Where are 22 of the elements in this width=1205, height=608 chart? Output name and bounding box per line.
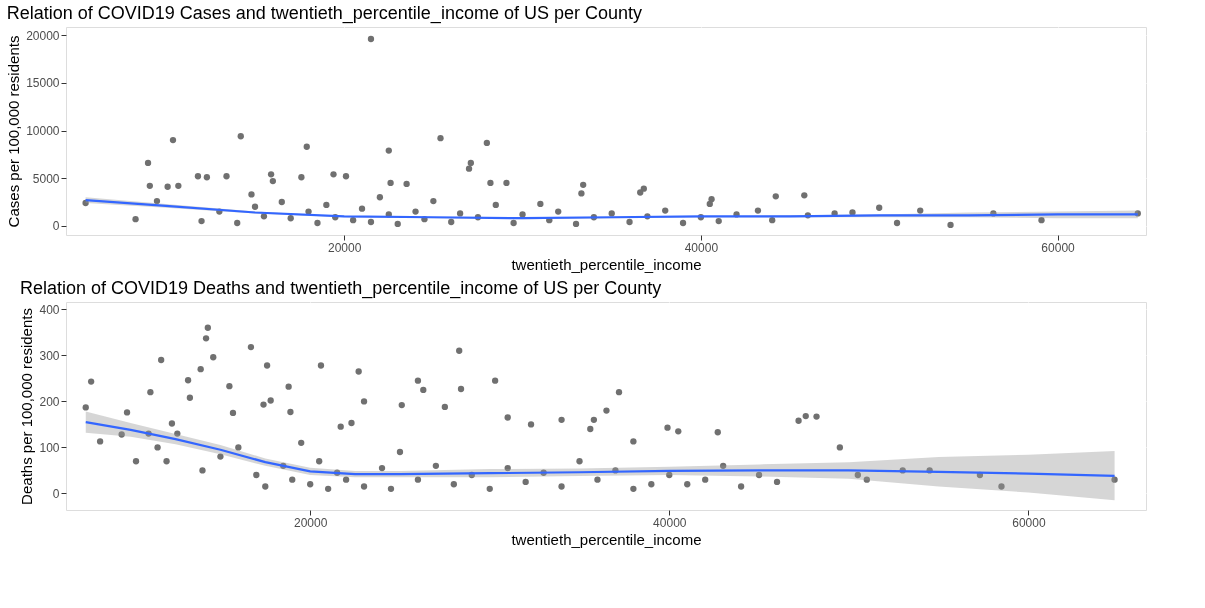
x-tick-label: 60000 xyxy=(1012,515,1046,530)
chart-title: Relation of COVID19 Deaths and twentieth_percentile_income of US per County xyxy=(19,278,662,299)
y-tick-label: 0 xyxy=(52,219,60,234)
y-tick-label: 100 xyxy=(39,440,60,455)
x-axis-title: twentieth_percentile_income xyxy=(511,255,702,273)
chart-title: Relation of COVID19 Cases and twentieth_percentile_income of US per County xyxy=(6,3,642,24)
x-tick-label: 40000 xyxy=(684,240,719,255)
y-tick-label: 5000 xyxy=(32,171,60,186)
y-tick-label: 200 xyxy=(39,394,60,409)
y-tick-label: 0 xyxy=(52,486,60,501)
y-tick-label: 10000 xyxy=(26,124,60,139)
y-tick-label: 15000 xyxy=(26,76,60,91)
y-tick-label: 20000 xyxy=(26,28,60,43)
y-axis-title: Cases per 100,000 residents xyxy=(5,35,23,228)
x-tick-label: 20000 xyxy=(294,515,328,530)
y-axis-title: Deaths per 100,000 residents xyxy=(18,308,36,505)
y-tick-label: 400 xyxy=(39,302,60,317)
x-tick-label: 60000 xyxy=(1041,240,1076,255)
x-tick-label: 20000 xyxy=(328,240,362,255)
x-tick-label: 40000 xyxy=(653,515,687,530)
y-tick-label: 300 xyxy=(39,348,60,363)
x-axis-title: twentieth_percentile_income xyxy=(511,530,702,548)
